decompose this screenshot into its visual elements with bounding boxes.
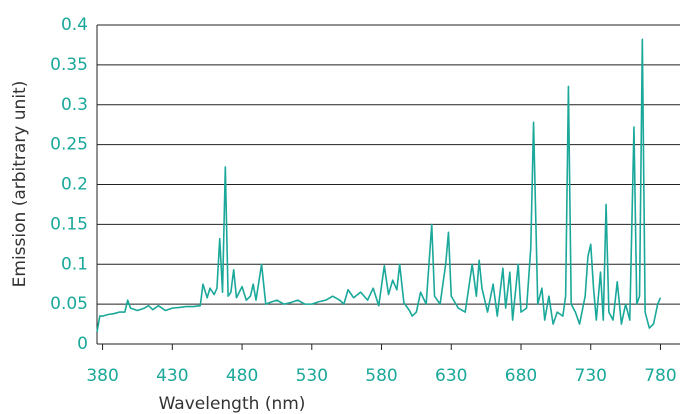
y-tick-label: 0.3 (61, 95, 88, 115)
x-tick-label: 780 (644, 366, 676, 386)
y-tick-label: 0 (77, 334, 88, 354)
x-axis-label: Wavelength (nm) (159, 394, 306, 414)
x-tick-label: 480 (226, 366, 258, 386)
y-tick-label: 0.25 (50, 135, 88, 155)
y-tick-label: 0.05 (50, 294, 88, 314)
x-tick-label: 730 (575, 366, 607, 386)
x-tick-label: 380 (86, 366, 118, 386)
x-tick-label: 680 (505, 366, 537, 386)
x-tick-label: 530 (296, 366, 328, 386)
y-tick-label: 0.15 (50, 214, 88, 234)
y-tick-label: 0.2 (61, 175, 88, 195)
spectrum-line (96, 38, 662, 333)
x-tick-label: 630 (435, 366, 467, 386)
y-tick-label: 0.4 (61, 15, 88, 35)
x-tick-label: 580 (365, 366, 397, 386)
x-tick-label: 430 (156, 366, 188, 386)
y-tick-label: 0.1 (61, 254, 88, 274)
y-axis-label: Emission (arbitrary unit) (10, 81, 30, 288)
y-tick-label: 0.35 (50, 55, 88, 75)
